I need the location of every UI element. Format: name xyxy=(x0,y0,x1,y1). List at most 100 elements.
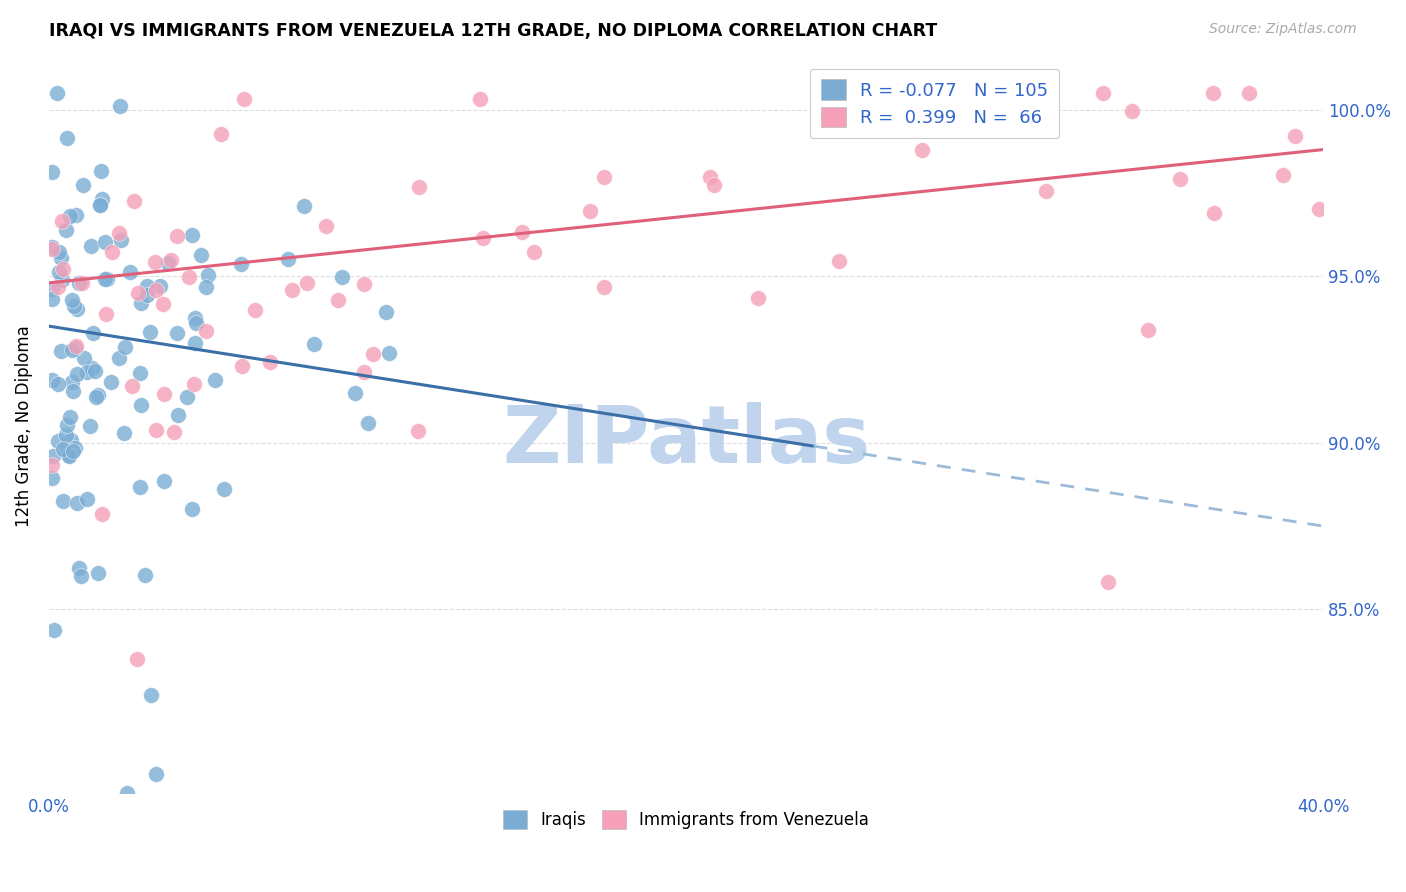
Point xyxy=(166,229,188,244)
Point xyxy=(90,164,112,178)
Point xyxy=(121,379,143,393)
Point xyxy=(49,252,72,266)
Point xyxy=(89,198,111,212)
Point xyxy=(344,385,367,400)
Point xyxy=(79,419,101,434)
Point xyxy=(114,340,136,354)
Point xyxy=(141,688,163,702)
Point xyxy=(292,198,315,212)
Point xyxy=(139,325,162,339)
Point xyxy=(72,178,94,192)
Point xyxy=(67,561,90,575)
Point xyxy=(190,248,212,262)
Point xyxy=(117,786,139,800)
Point xyxy=(52,261,75,276)
Point xyxy=(66,368,89,382)
Point xyxy=(51,273,73,287)
Point xyxy=(84,390,107,404)
Point xyxy=(243,302,266,317)
Point xyxy=(1121,103,1143,118)
Point xyxy=(281,283,304,297)
Point xyxy=(58,448,80,462)
Point xyxy=(59,409,82,424)
Point xyxy=(60,293,83,307)
Point xyxy=(66,301,89,316)
Point xyxy=(76,491,98,506)
Text: ZIPatlas: ZIPatlas xyxy=(502,401,870,480)
Point xyxy=(46,377,69,392)
Point xyxy=(910,144,932,158)
Point xyxy=(62,299,84,313)
Point xyxy=(159,253,181,268)
Point xyxy=(1168,172,1191,186)
Point xyxy=(124,194,146,208)
Point xyxy=(41,165,63,179)
Point xyxy=(153,387,176,401)
Point xyxy=(127,652,149,666)
Point xyxy=(72,276,94,290)
Point xyxy=(41,240,63,254)
Point xyxy=(52,494,75,508)
Point xyxy=(197,268,219,283)
Point xyxy=(120,264,142,278)
Point xyxy=(277,252,299,266)
Point xyxy=(184,335,207,350)
Point xyxy=(48,265,70,279)
Point xyxy=(145,283,167,297)
Text: Source: ZipAtlas.com: Source: ZipAtlas.com xyxy=(1209,22,1357,37)
Point xyxy=(184,317,207,331)
Point xyxy=(195,280,218,294)
Point xyxy=(233,92,256,106)
Point xyxy=(1272,168,1295,182)
Point xyxy=(89,198,111,212)
Point xyxy=(579,203,602,218)
Point xyxy=(51,214,73,228)
Point xyxy=(107,227,129,241)
Point xyxy=(107,351,129,366)
Point xyxy=(94,235,117,250)
Legend: Iraqis, Immigrants from Venezuela: Iraqis, Immigrants from Venezuela xyxy=(496,803,876,836)
Point xyxy=(209,127,232,141)
Point xyxy=(55,222,77,236)
Point xyxy=(357,416,380,430)
Y-axis label: 12th Grade, No Diploma: 12th Grade, No Diploma xyxy=(15,326,32,527)
Point xyxy=(101,244,124,259)
Point xyxy=(129,295,152,310)
Point xyxy=(152,474,174,488)
Point xyxy=(593,280,616,294)
Point xyxy=(41,282,63,296)
Point xyxy=(315,219,337,233)
Point xyxy=(135,288,157,302)
Point xyxy=(62,343,84,357)
Point xyxy=(76,365,98,379)
Point xyxy=(55,417,77,432)
Point xyxy=(828,253,851,268)
Point xyxy=(204,373,226,387)
Point xyxy=(166,408,188,422)
Point xyxy=(48,245,70,260)
Point xyxy=(326,293,349,307)
Point xyxy=(259,354,281,368)
Point xyxy=(181,227,204,242)
Point xyxy=(152,297,174,311)
Point xyxy=(703,178,725,192)
Point xyxy=(183,376,205,391)
Point xyxy=(747,291,769,305)
Point xyxy=(41,242,63,256)
Point xyxy=(70,568,93,582)
Point xyxy=(63,341,86,355)
Point xyxy=(378,345,401,359)
Point xyxy=(353,365,375,379)
Point xyxy=(82,360,104,375)
Point xyxy=(472,231,495,245)
Point xyxy=(163,425,186,439)
Point xyxy=(45,86,67,100)
Point xyxy=(96,271,118,285)
Point xyxy=(129,480,152,494)
Point xyxy=(128,366,150,380)
Point xyxy=(55,131,77,145)
Point xyxy=(295,277,318,291)
Point xyxy=(112,425,135,440)
Point xyxy=(1137,323,1160,337)
Point xyxy=(699,169,721,184)
